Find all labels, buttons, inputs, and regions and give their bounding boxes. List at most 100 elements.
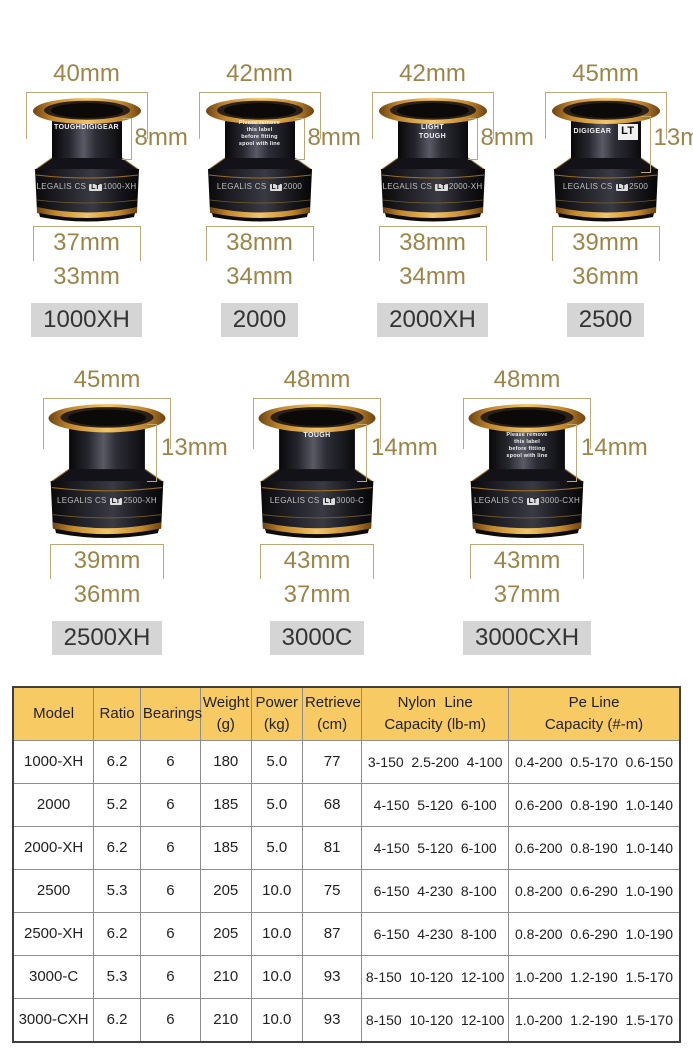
spool-band-text: LEGALIS CS LT 2000-XH (376, 182, 490, 191)
table-row: 3000-C 5.3 6 210 10.0 93 8-150 10-120 12… (12, 954, 681, 999)
cell-ratio: 5.3 (93, 954, 141, 999)
spool-upper-text: TOUGHDIGIGEAR (54, 124, 119, 131)
dim-top-width: 40mm (53, 60, 120, 87)
dim-bracket-top (253, 398, 381, 449)
cell-ratio: 6.2 (93, 825, 141, 870)
dim-top-width: 42mm (399, 60, 466, 87)
band-brand: LEGALIS CS (216, 182, 267, 191)
lt-logo: LT (109, 498, 123, 505)
spool-image-area: LIGHT TOUGH LEGALIS CS LT 2000-XH 8mm (358, 92, 534, 232)
cell-retrieve: 93 (301, 954, 363, 999)
cell-pe-capacity: 0.4-200 0.5-170 0.6-150 (508, 739, 681, 784)
dim-bracket-side (640, 116, 651, 173)
dim-side-height: 8mm (480, 124, 534, 151)
dim-side-height: 13mm (653, 124, 693, 151)
cell-nylon-capacity: 8-150 10-120 12-100 (361, 997, 510, 1042)
band-model: 2500 (629, 182, 649, 191)
spool-upper-text: Please remove this label before fitting … (238, 120, 281, 147)
spool-band-text: LEGALIS CS LT 2500 (549, 182, 663, 191)
dim-side-height: 14mm (371, 434, 438, 461)
spool-image-area: TOUGH LEGALIS CS LT 3000-C 14mm (237, 398, 438, 550)
cell-power: 5.0 (250, 825, 303, 870)
spool-figure-3000c: 48mm TOUGH LEGALIS CS LT 3000-C 14mm 43mm … (212, 366, 438, 655)
cell-bearings: 6 (139, 911, 201, 956)
spool-photo (373, 96, 493, 228)
cell-pe-capacity: 1.0-200 1.2-190 1.5-170 (508, 954, 681, 999)
spool-figure-2000: 42mm Please remove this label before fit… (173, 60, 361, 337)
model-badge-wrap: 1000XH (0, 303, 173, 337)
lt-logo-large: LT (618, 124, 638, 140)
cell-weight: 210 (199, 954, 252, 999)
cell-weight: 180 (199, 739, 252, 784)
dim-bracket-top (371, 92, 494, 139)
dim-bottom-inner: 36mm (73, 581, 141, 608)
cell-nylon-capacity: 3-150 2.5-200 4-100 (361, 739, 510, 784)
dim-bracket-top (198, 92, 321, 139)
header-ratio: Ratio (93, 686, 141, 741)
spool-band-text: LEGALIS CS LT 3000-C (255, 496, 379, 505)
cell-weight: 210 (199, 997, 252, 1042)
cell-retrieve: 75 (301, 868, 363, 913)
dim-bracket-side (357, 424, 367, 482)
spool-image-area: Please remove this label before fitting … (185, 92, 361, 232)
table-row: 1000-XH 6.2 6 180 5.0 77 3-150 2.5-200 4… (12, 739, 681, 784)
header-nylon-capacity: Nylon Line Capacity (lb-m) (361, 686, 510, 741)
cell-nylon-capacity: 6-150 4-230 8-100 (361, 911, 510, 956)
lt-logo: LT (435, 184, 448, 191)
spool-band-text: LEGALIS CS LT 2000 (203, 182, 317, 191)
spool-upper-text: TOUGH (303, 432, 331, 439)
cell-nylon-capacity: 4-150 5-120 6-100 (361, 825, 510, 870)
band-model: 2500-XH (123, 496, 157, 505)
cell-model: 3000-C (12, 954, 95, 999)
dim-bottom-outer: 39mm (572, 229, 639, 256)
dim-bracket-side (567, 424, 577, 482)
cell-model: 2500-XH (12, 911, 95, 956)
band-model: 2000 (283, 182, 303, 191)
cell-ratio: 6.2 (93, 739, 141, 784)
spool-figure-3000cxh: 48mm Please remove this label before fit… (422, 366, 648, 655)
dim-top-width: 48mm (493, 366, 561, 393)
header-model: Model (12, 686, 95, 741)
cell-ratio: 6.2 (93, 997, 141, 1042)
cell-pe-capacity: 1.0-200 1.2-190 1.5-170 (508, 997, 681, 1042)
header-pe-capacity: Pe Line Capacity (#-m) (508, 686, 681, 741)
cell-weight: 205 (199, 911, 252, 956)
cell-retrieve: 77 (301, 739, 363, 784)
dim-bracket-top (43, 398, 171, 449)
dim-side-height: 8mm (134, 124, 188, 151)
dim-bottom-outer: 38mm (399, 229, 466, 256)
cell-retrieve: 68 (301, 782, 363, 827)
cell-power: 5.0 (250, 782, 303, 827)
band-brand: LEGALIS CS (562, 182, 613, 191)
dim-bracket-top (25, 92, 148, 139)
model-badge: 3000CXH (462, 621, 592, 655)
header-bearings: Bearings (139, 686, 202, 741)
dim-bracket-bottom: 38mm (378, 226, 487, 261)
cell-power: 5.0 (250, 739, 303, 784)
cell-nylon-capacity: 6-150 4-230 8-100 (361, 868, 510, 913)
cell-bearings: 6 (139, 825, 201, 870)
dim-bottom-outer: 39mm (73, 547, 141, 574)
spool-image-area: Please remove this label before fitting … (447, 398, 648, 550)
spool-upper-text: Please remove this label before fitting … (506, 432, 548, 459)
cell-bearings: 6 (139, 997, 201, 1042)
cell-nylon-capacity: 8-150 10-120 12-100 (361, 954, 510, 999)
spool-row-2: 45mm LEGALIS CS LT 2500-XH 13mm 39mm 36mm … (2, 366, 648, 655)
model-badge: 2000 (220, 303, 299, 337)
cell-ratio: 5.2 (93, 782, 141, 827)
dim-bracket-bottom: 37mm (32, 226, 141, 261)
spool-figure-2500xh: 45mm LEGALIS CS LT 2500-XH 13mm 39mm 36mm … (2, 366, 228, 655)
spool-image-area: TOUGHDIGIGEAR LEGALIS CS LT 1000-XH 8mm (12, 92, 188, 232)
dim-bottom-outer: 43mm (493, 547, 561, 574)
cell-pe-capacity: 0.6-200 0.8-190 1.0-140 (508, 782, 681, 827)
table-row: 2500 5.3 6 205 10.0 75 6-150 4-230 8-100… (12, 868, 681, 913)
dim-bracket-bottom: 39mm (551, 226, 660, 261)
dim-bracket-side (147, 424, 157, 482)
cell-model: 1000-XH (12, 739, 95, 784)
table-row: 2500-XH 6.2 6 205 10.0 87 6-150 4-230 8-… (12, 911, 681, 956)
dim-side-height: 14mm (581, 434, 648, 461)
model-badge: 2500XH (51, 621, 163, 655)
dim-top-width: 45mm (73, 366, 141, 393)
